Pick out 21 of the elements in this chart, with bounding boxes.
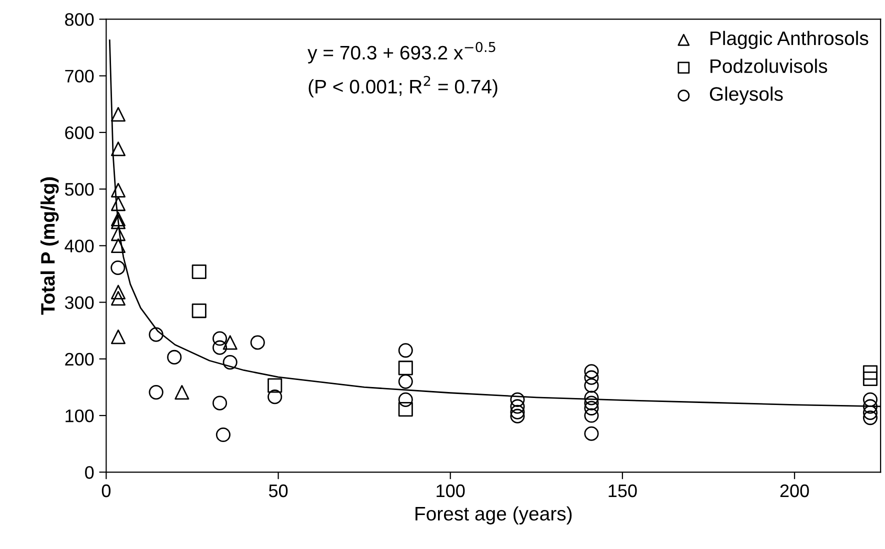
y-tick-label: 800 bbox=[65, 13, 94, 26]
y-tick-label: 600 bbox=[65, 126, 94, 140]
x-tick-label: 150 bbox=[608, 484, 637, 498]
y-axis-title: Total P (mg/kg) bbox=[40, 177, 59, 315]
y-tick-label: 100 bbox=[66, 409, 94, 422]
x-tick-label: 0 bbox=[102, 484, 111, 498]
y-tick-label: 700 bbox=[65, 70, 94, 83]
x-tick-label: 100 bbox=[436, 484, 465, 498]
y-tick-label: 200 bbox=[65, 352, 94, 366]
y-tick-label: 300 bbox=[64, 296, 94, 310]
legend-label: Podzoluvisols bbox=[710, 58, 828, 74]
legend-label: Gleysols bbox=[710, 86, 783, 105]
y-tick-label: 0 bbox=[85, 466, 94, 479]
x-tick-label: 200 bbox=[780, 484, 809, 498]
annotation: y = 70.3 + 693.2 x$^{−0.5}$ bbox=[308, 42, 496, 64]
x-axis-title: Forest age (years) bbox=[416, 506, 572, 524]
y-tick-label: 500 bbox=[64, 182, 94, 196]
y-tick-label: 400 bbox=[64, 240, 94, 252]
annotation: (P < 0.001; R$^{2}$ = 0.74) bbox=[308, 76, 498, 98]
x-tick-label: 50 bbox=[268, 484, 288, 498]
legend-label: Plaggic Anthrosols bbox=[710, 30, 868, 50]
